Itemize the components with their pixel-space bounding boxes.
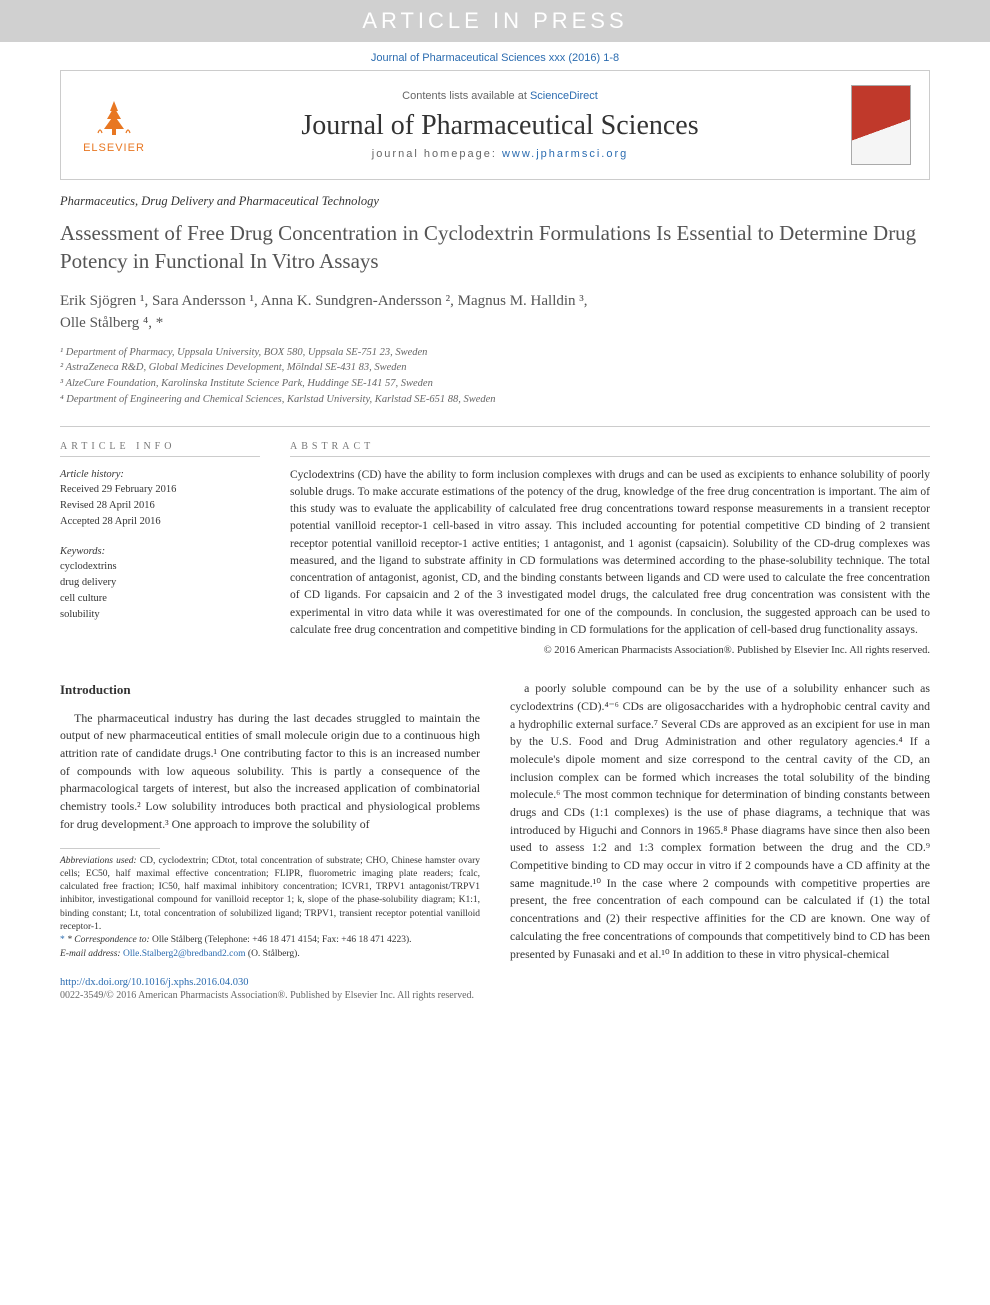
correspondence-footnote: * * Correspondence to: Olle Stålberg (Te…: [60, 934, 480, 947]
affiliation-3: ³ AlzeCure Foundation, Karolinska Instit…: [60, 376, 930, 392]
article-section-label: Pharmaceutics, Drug Delivery and Pharmac…: [60, 194, 930, 209]
article-title: Assessment of Free Drug Concentration in…: [60, 219, 930, 276]
journal-cover-thumbnail[interactable]: [851, 85, 911, 165]
abstract-copyright: © 2016 American Pharmacists Association®…: [290, 645, 930, 656]
intro-col1-para: The pharmaceutical industry has during t…: [60, 710, 480, 834]
contents-available-line: Contents lists available at ScienceDirec…: [167, 90, 833, 102]
intro-col2-para: a poorly soluble compound can be by the …: [510, 680, 930, 963]
history-revised: Revised 28 April 2016: [60, 498, 260, 514]
email-whom: (O. Stålberg).: [246, 949, 300, 959]
elsevier-name: ELSEVIER: [79, 142, 149, 154]
authors-line-1: Erik Sjögren ¹, Sara Andersson ¹, Anna K…: [60, 293, 588, 309]
affiliations: ¹ Department of Pharmacy, Uppsala Univer…: [60, 345, 930, 408]
email-footnote: E-mail address: Olle.Stalberg2@bredband2…: [60, 948, 480, 961]
abstract-heading: ABSTRACT: [290, 441, 930, 457]
email-label: E-mail address:: [60, 949, 121, 959]
introduction-heading: Introduction: [60, 680, 480, 700]
history-label: Article history:: [60, 467, 260, 483]
introduction-columns: Introduction The pharmaceutical industry…: [60, 680, 930, 963]
main-content: Pharmaceutics, Drug Delivery and Pharmac…: [0, 180, 990, 1031]
journal-homepage-line: journal homepage: www.jpharmsci.org: [167, 148, 833, 160]
right-column: a poorly soluble compound can be by the …: [510, 680, 930, 963]
doi-link[interactable]: http://dx.doi.org/10.1016/j.xphs.2016.04…: [60, 977, 930, 988]
abstract-body: Cyclodextrins (CD) have the ability to f…: [290, 467, 930, 640]
journal-citation: Journal of Pharmaceutical Sciences xxx (…: [0, 42, 990, 70]
contents-prefix: Contents lists available at: [402, 90, 530, 102]
issn-copyright-line: 0022-3549/© 2016 American Pharmacists As…: [60, 990, 930, 1001]
history-accepted: Accepted 28 April 2016: [60, 514, 260, 530]
article-in-press-banner: ARTICLE IN PRESS: [0, 0, 990, 42]
journal-homepage-link[interactable]: www.jpharmsci.org: [502, 148, 628, 160]
article-info-column: ARTICLE INFO Article history: Received 2…: [60, 441, 260, 657]
author-list: Erik Sjögren ¹, Sara Andersson ¹, Anna K…: [60, 290, 930, 335]
abstract-column: ABSTRACT Cyclodextrins (CD) have the abi…: [290, 441, 930, 657]
footnotes: Abbreviations used: CD, cyclodextrin; CD…: [60, 855, 480, 961]
affiliation-1: ¹ Department of Pharmacy, Uppsala Univer…: [60, 345, 930, 361]
authors-line-2: Olle Stålberg ⁴, *: [60, 315, 163, 331]
keywords-label: Keywords:: [60, 544, 260, 560]
corr-text: Olle Stålberg (Telephone: +46 18 471 415…: [150, 935, 412, 945]
article-info-heading: ARTICLE INFO: [60, 441, 260, 457]
elsevier-logo[interactable]: ELSEVIER: [79, 97, 149, 154]
keywords-block: Keywords: cyclodextrins drug delivery ce…: [60, 544, 260, 623]
info-abstract-row: ARTICLE INFO Article history: Received 2…: [60, 426, 930, 657]
affiliation-2: ² AstraZeneca R&D, Global Medicines Deve…: [60, 360, 930, 376]
keyword-1: cyclodextrins: [60, 559, 260, 575]
corr-label: * Correspondence to:: [67, 935, 150, 945]
elsevier-tree-icon: [79, 97, 149, 142]
abbrev-label: Abbreviations used:: [60, 856, 137, 866]
abbreviations-footnote: Abbreviations used: CD, cyclodextrin; CD…: [60, 855, 480, 935]
article-history-block: Article history: Received 29 February 20…: [60, 467, 260, 530]
left-column: Introduction The pharmaceutical industry…: [60, 680, 480, 963]
journal-header-box: ELSEVIER Contents lists available at Sci…: [60, 70, 930, 180]
header-center: Contents lists available at ScienceDirec…: [167, 90, 833, 160]
keyword-2: drug delivery: [60, 575, 260, 591]
footnote-rule: [60, 848, 160, 849]
homepage-prefix: journal homepage:: [372, 148, 502, 160]
corresponding-email-link[interactable]: Olle.Stalberg2@bredband2.com: [121, 949, 246, 959]
abbrev-text: CD, cyclodextrin; CDtot, total concentra…: [60, 856, 480, 932]
history-received: Received 29 February 2016: [60, 482, 260, 498]
affiliation-4: ⁴ Department of Engineering and Chemical…: [60, 392, 930, 408]
journal-title: Journal of Pharmaceutical Sciences: [167, 110, 833, 142]
article-title-text: Assessment of Free Drug Concentration in…: [60, 221, 916, 273]
keyword-4: solubility: [60, 607, 260, 623]
sciencedirect-link[interactable]: ScienceDirect: [530, 90, 598, 102]
keyword-3: cell culture: [60, 591, 260, 607]
